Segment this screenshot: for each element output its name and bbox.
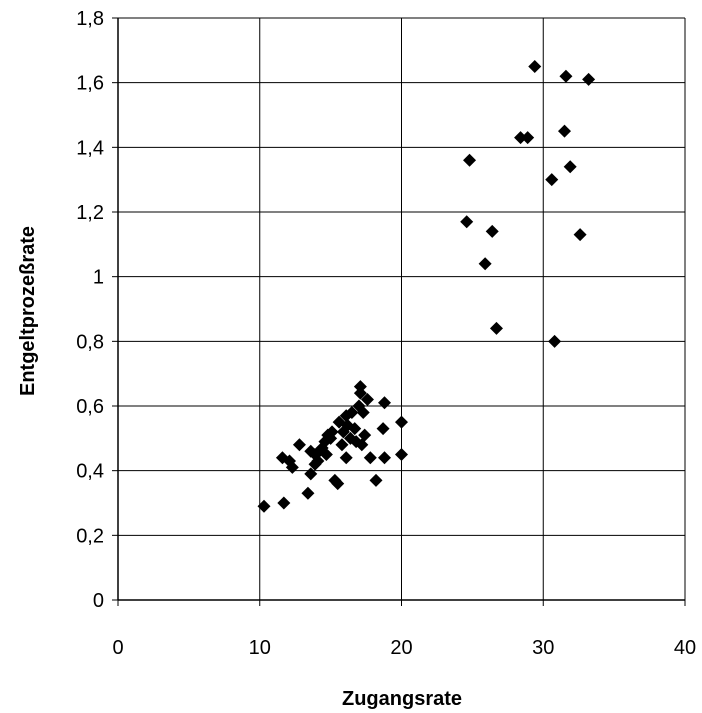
y-tick-label: 1 <box>93 267 104 289</box>
x-tick-label: 20 <box>390 637 412 659</box>
x-tick-label: 0 <box>112 637 123 659</box>
data-point <box>558 124 572 138</box>
data-point <box>395 415 408 429</box>
data-point <box>353 380 367 394</box>
data-point <box>528 60 542 73</box>
data-point <box>582 72 596 86</box>
data-point <box>285 460 299 474</box>
data-point <box>311 454 325 468</box>
data-point <box>358 428 372 442</box>
data-point <box>548 334 562 348</box>
data-point <box>369 473 383 487</box>
data-point <box>514 131 528 145</box>
y-tick-label: 1,4 <box>76 137 104 159</box>
grid-lines <box>118 17 686 600</box>
data-point <box>360 393 374 407</box>
y-tick-label: 0 <box>93 590 104 612</box>
data-point <box>377 451 391 465</box>
data-point <box>395 448 408 461</box>
data-point <box>489 321 503 335</box>
data-point <box>277 496 291 510</box>
data-point <box>355 438 369 452</box>
y-axis-title: Entgeltprozeßrate <box>17 226 39 396</box>
y-tick-label: 1,6 <box>76 73 104 95</box>
data-point <box>356 405 370 419</box>
x-tick-label: 40 <box>674 637 696 659</box>
data-point <box>485 224 499 238</box>
y-tick-label: 0,2 <box>76 525 104 547</box>
x-tick-label: 30 <box>532 637 554 659</box>
data-point <box>339 451 353 465</box>
y-tick-label: 0,4 <box>76 461 104 483</box>
data-point <box>545 173 559 187</box>
data-point <box>348 422 362 436</box>
y-axis-ticks: 0 0,2 0,4 0,6 0,8 1 1,2 1,4 1,6 1,8 <box>76 8 118 612</box>
data-point <box>257 499 271 513</box>
x-axis-title: Zugangsrate <box>342 688 462 710</box>
data-point <box>345 405 359 419</box>
data-point <box>377 396 391 410</box>
y-tick-label: 0,8 <box>76 331 104 353</box>
data-point <box>304 467 318 481</box>
data-point <box>325 425 339 439</box>
x-tick-label: 10 <box>249 637 271 659</box>
data-point <box>463 153 477 167</box>
y-tick-label: 1,2 <box>76 202 104 224</box>
data-point <box>376 422 390 436</box>
x-axis-ticks: 0 10 20 30 40 <box>112 600 696 659</box>
data-points <box>257 60 596 513</box>
data-point <box>460 215 474 229</box>
data-point <box>573 228 587 242</box>
data-point <box>363 451 377 465</box>
data-point <box>301 486 315 500</box>
data-point <box>292 438 306 452</box>
data-point <box>563 160 577 174</box>
data-point <box>335 438 349 452</box>
y-tick-label: 0,6 <box>76 396 104 418</box>
y-tick-label: 1,8 <box>76 8 104 30</box>
data-point <box>521 131 535 145</box>
data-point <box>559 69 573 83</box>
data-point <box>331 477 345 491</box>
data-point <box>319 448 333 461</box>
data-point <box>478 257 492 271</box>
